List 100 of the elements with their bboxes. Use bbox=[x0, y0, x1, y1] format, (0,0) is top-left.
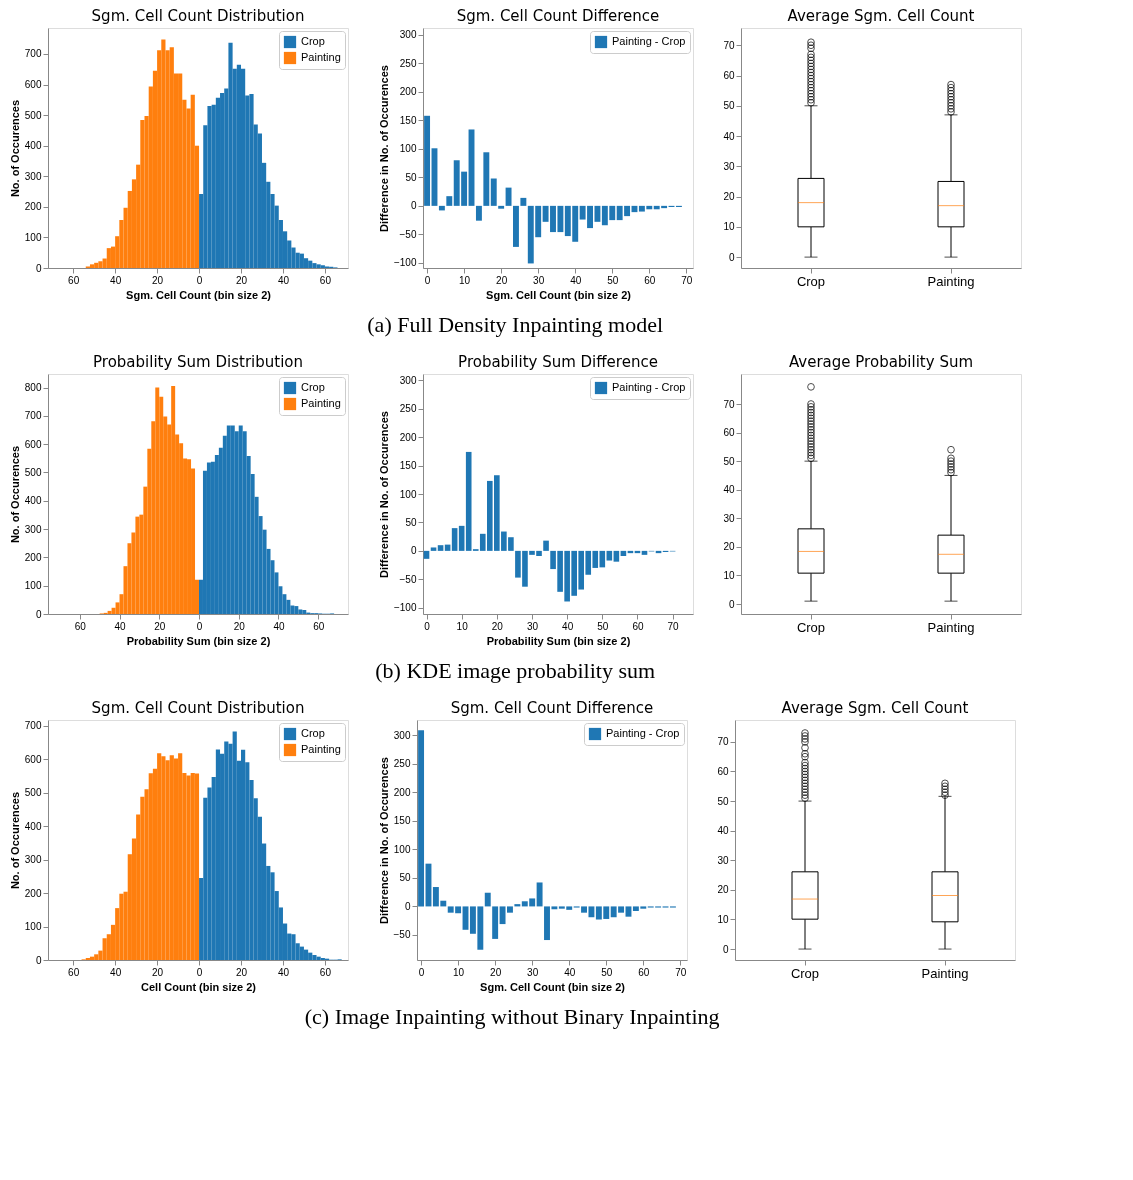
y-tick-label: 10 bbox=[723, 221, 735, 233]
x-tick-label: 70 bbox=[667, 620, 680, 632]
y-tick-label: 500 bbox=[24, 787, 42, 799]
y-tick-label: 200 bbox=[24, 201, 42, 213]
y-tick-label: −50 bbox=[393, 929, 411, 941]
y-tick-label: 30 bbox=[717, 854, 729, 866]
x-tick-label: 70 bbox=[681, 274, 693, 286]
x-tick-label: Painting bbox=[927, 619, 975, 635]
y-tick-label: 40 bbox=[717, 825, 729, 837]
y-tick-label: 300 bbox=[24, 170, 42, 182]
x-axis-title: Sgm. Cell Count (bin size 2) bbox=[486, 288, 632, 301]
x-axis-title: Probability Sum (bin size 2) bbox=[486, 634, 631, 647]
legend-label: Painting bbox=[301, 743, 341, 755]
chart-title: Probability Sum Difference bbox=[458, 353, 658, 371]
y-tick-label: 150 bbox=[399, 460, 417, 472]
x-tick-label: 40 bbox=[564, 966, 576, 978]
y-tick-label: 20 bbox=[723, 541, 735, 553]
y-tick-label: 100 bbox=[399, 488, 417, 500]
text: (b) KDE image probability sum bbox=[375, 657, 656, 683]
y-tick-label: 0 bbox=[35, 954, 42, 966]
x-tick-label: 0 bbox=[196, 620, 203, 632]
x-tick-label: 0 bbox=[424, 620, 431, 632]
y-tick-label: 100 bbox=[399, 143, 417, 155]
x-tick-label: 20 bbox=[491, 620, 504, 632]
chart-title: Average Sgm. Cell Count bbox=[781, 699, 969, 717]
y-tick-label: 600 bbox=[24, 438, 42, 450]
y-tick-label: −50 bbox=[399, 573, 417, 585]
legend-label: Painting - Crop bbox=[606, 727, 680, 739]
x-tick-label: 0 bbox=[196, 274, 203, 286]
y-tick-label: 800 bbox=[24, 382, 42, 394]
y-tick-label: 60 bbox=[717, 765, 729, 777]
y-tick-label: 500 bbox=[24, 466, 42, 478]
x-tick-label: 20 bbox=[235, 966, 248, 978]
x-tick-label: 40 bbox=[110, 274, 122, 286]
x-tick-label: 20 bbox=[233, 620, 246, 632]
y-tick-label: 50 bbox=[405, 171, 417, 183]
y-tick-label: 50 bbox=[723, 455, 735, 467]
x-tick-label: 40 bbox=[114, 620, 127, 632]
y-tick-label: 600 bbox=[24, 753, 42, 765]
y-tick-label: 30 bbox=[723, 160, 735, 172]
y-tick-label: 70 bbox=[723, 39, 735, 51]
x-tick-label: 60 bbox=[74, 620, 87, 632]
x-tick-label: 70 bbox=[675, 966, 687, 978]
y-tick-label: 10 bbox=[717, 913, 729, 925]
y-tick-label: 40 bbox=[723, 130, 735, 142]
y-tick-label: 0 bbox=[722, 943, 729, 955]
x-tick-label: 30 bbox=[526, 620, 539, 632]
y-tick-label: 50 bbox=[717, 795, 729, 807]
x-tick-label: 60 bbox=[638, 966, 650, 978]
legend-label: Painting - Crop bbox=[612, 35, 686, 47]
x-tick-label: 40 bbox=[110, 966, 122, 978]
chart-title: Probability Sum Distribution bbox=[93, 353, 303, 371]
x-tick-label: 40 bbox=[570, 274, 582, 286]
legend-label: Painting bbox=[301, 51, 341, 63]
x-tick-label: 30 bbox=[527, 966, 539, 978]
x-tick-label: 60 bbox=[313, 620, 325, 632]
x-tick-label: 0 bbox=[418, 966, 425, 978]
y-tick-label: 0 bbox=[410, 545, 417, 557]
y-tick-label: 250 bbox=[399, 57, 417, 69]
y-tick-label: 200 bbox=[399, 431, 417, 443]
x-tick-label: Crop bbox=[790, 965, 820, 981]
x-tick-label: 60 bbox=[644, 274, 656, 286]
y-tick-label: −100 bbox=[393, 602, 417, 614]
x-tick-label: 50 bbox=[597, 620, 609, 632]
y-tick-label: 100 bbox=[393, 843, 411, 855]
y-tick-label: 250 bbox=[399, 403, 417, 415]
x-axis-title: Cell Count (bin size 2) bbox=[141, 980, 257, 993]
y-tick-label: 400 bbox=[24, 495, 42, 507]
y-axis-title: No. of Occurences bbox=[8, 99, 21, 198]
chart-title: Average Probability Sum bbox=[788, 353, 974, 371]
y-tick-label: 20 bbox=[717, 884, 729, 896]
y-tick-label: 500 bbox=[24, 109, 42, 121]
y-tick-label: 150 bbox=[399, 114, 417, 126]
y-tick-label: 700 bbox=[24, 720, 42, 732]
y-tick-label: 300 bbox=[399, 29, 417, 41]
y-tick-label: 0 bbox=[410, 200, 417, 212]
chart-title: Sgm. Cell Count Distribution bbox=[91, 699, 305, 717]
x-tick-label: Crop bbox=[796, 619, 826, 635]
legend-label: Painting - Crop bbox=[612, 381, 686, 393]
x-tick-label: 10 bbox=[453, 966, 465, 978]
y-tick-label: 50 bbox=[399, 872, 411, 884]
x-axis-title: Sgm. Cell Count (bin size 2) bbox=[126, 288, 272, 301]
chart-title: Sgm. Cell Count Difference bbox=[450, 699, 654, 717]
x-tick-label: Crop bbox=[796, 273, 826, 289]
x-tick-label: 40 bbox=[277, 966, 290, 978]
y-tick-label: −100 bbox=[393, 257, 417, 269]
y-axis-title: No. of Occurences bbox=[8, 445, 21, 544]
x-tick-label: 20 bbox=[152, 966, 164, 978]
y-tick-label: −50 bbox=[399, 228, 417, 240]
x-tick-label: 20 bbox=[496, 274, 508, 286]
y-tick-label: 400 bbox=[24, 820, 42, 832]
x-tick-label: 60 bbox=[68, 966, 80, 978]
x-tick-label: 10 bbox=[459, 274, 471, 286]
y-tick-label: 0 bbox=[728, 598, 735, 610]
x-tick-label: 60 bbox=[319, 966, 332, 978]
y-tick-label: 400 bbox=[24, 140, 42, 152]
x-tick-label: 40 bbox=[273, 620, 285, 632]
legend-label: Crop bbox=[301, 727, 325, 739]
y-axis-title: No. of Occurences bbox=[8, 791, 21, 890]
y-tick-label: 30 bbox=[723, 512, 735, 524]
